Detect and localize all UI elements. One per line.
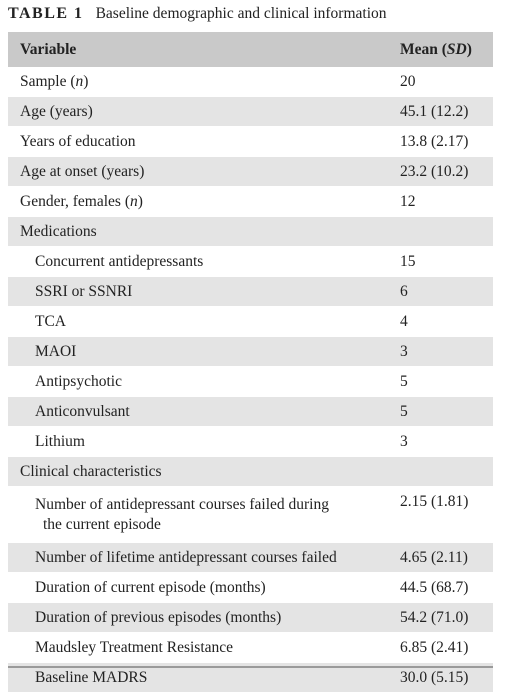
- row-label-italic: n: [129, 192, 138, 210]
- table-row: Gender, females (n) 12: [8, 186, 493, 217]
- section-label: Clinical characteristics: [8, 456, 388, 487]
- row-label: Age (years): [8, 96, 388, 127]
- section-row-clinical: Clinical characteristics: [8, 456, 493, 487]
- row-value: 3: [388, 426, 493, 457]
- row-label: TCA: [8, 306, 388, 337]
- baseline-table: Variable Mean (SD) Sample (n) 20 Age (ye…: [8, 32, 493, 693]
- row-label: Age at onset (years): [8, 156, 388, 187]
- row-label: Gender, females (n): [8, 186, 388, 217]
- table-row: Duration of previous episodes (months) 5…: [8, 602, 493, 633]
- table-row: Age (years) 45.1 (12.2): [8, 96, 493, 127]
- document-page: TABLE 1 Baseline demographic and clinical…: [8, 3, 493, 693]
- table-row: Concurrent antidepressants 15: [8, 246, 493, 277]
- table-row: Anticonvulsant 5: [8, 396, 493, 427]
- table-row: SSRI or SSNRI 6: [8, 276, 493, 307]
- row-value: 12: [388, 186, 493, 217]
- row-label: SSRI or SSNRI: [8, 276, 388, 307]
- table-row: Years of education 13.8 (2.17): [8, 126, 493, 157]
- table-row: Antipsychotic 5: [8, 366, 493, 397]
- row-label-text: ): [83, 72, 89, 90]
- row-value: 3: [388, 336, 493, 367]
- section-row-medications: Medications: [8, 216, 493, 247]
- table-bottom-rule: [8, 666, 493, 668]
- table-title: Baseline demographic and clinical inform…: [95, 5, 387, 22]
- row-label-text: Sample (: [20, 72, 76, 90]
- row-value: 15: [388, 246, 493, 277]
- row-label-text: ): [137, 192, 143, 210]
- header-sd: SD: [446, 40, 467, 58]
- row-value: 54.2 (71.0): [388, 602, 493, 633]
- row-label: Number of lifetime antidepressant course…: [8, 542, 388, 573]
- header-mean-sd: Mean (SD): [388, 32, 493, 67]
- row-label: Duration of previous episodes (months): [8, 602, 388, 633]
- row-value: 2.15 (1.81): [388, 486, 493, 543]
- table-number: TABLE 1: [8, 5, 84, 22]
- row-value: 5: [388, 366, 493, 397]
- row-label: MAOI: [8, 336, 388, 367]
- table-row: Age at onset (years) 23.2 (10.2): [8, 156, 493, 187]
- row-value: 44.5 (68.7): [388, 572, 493, 603]
- row-label-line1: Number of antidepressant courses failed …: [35, 495, 329, 513]
- row-label: Years of education: [8, 126, 388, 157]
- row-label-text: Gender, females (: [20, 192, 130, 210]
- row-value: 23.2 (10.2): [388, 156, 493, 187]
- header-mean-prefix: Mean (: [400, 40, 447, 58]
- row-value: 6.85 (2.41): [388, 632, 493, 663]
- row-label: Anticonvulsant: [8, 396, 388, 427]
- row-value: [388, 216, 493, 247]
- row-value: 6: [388, 276, 493, 307]
- row-label: Concurrent antidepressants: [8, 246, 388, 277]
- table-header-row: Variable Mean (SD): [8, 32, 493, 67]
- row-value: 4: [388, 306, 493, 337]
- row-value: 45.1 (12.2): [388, 96, 493, 127]
- row-value: 13.8 (2.17): [388, 126, 493, 157]
- row-label-line2: the current episode: [43, 515, 161, 533]
- row-label: Sample (n): [8, 67, 388, 97]
- table-caption: TABLE 1 Baseline demographic and clinical…: [8, 3, 387, 25]
- section-label: Medications: [8, 216, 388, 247]
- table-row: Lithium 3: [8, 426, 493, 457]
- row-label: Duration of current episode (months): [8, 572, 388, 603]
- row-value: 20: [388, 67, 493, 97]
- table-row: Number of lifetime antidepressant course…: [8, 542, 493, 573]
- table-row: MAOI 3: [8, 336, 493, 367]
- row-value: 4.65 (2.11): [388, 542, 493, 573]
- row-label: Number of antidepressant courses failed …: [8, 486, 388, 543]
- row-value: 5: [388, 396, 493, 427]
- row-label: Antipsychotic: [8, 366, 388, 397]
- table-row: Sample (n) 20: [8, 67, 493, 97]
- row-label: Maudsley Treatment Resistance: [8, 632, 388, 663]
- table-row: Maudsley Treatment Resistance 6.85 (2.41…: [8, 632, 493, 663]
- row-label-italic: n: [75, 72, 84, 90]
- header-variable: Variable: [8, 32, 388, 67]
- table-row: TCA 4: [8, 306, 493, 337]
- table-row: Number of antidepressant courses failed …: [8, 486, 493, 543]
- table-row: Duration of current episode (months) 44.…: [8, 572, 493, 603]
- header-mean-suffix: ): [466, 40, 472, 58]
- row-value: [388, 456, 493, 487]
- row-label: Lithium: [8, 426, 388, 457]
